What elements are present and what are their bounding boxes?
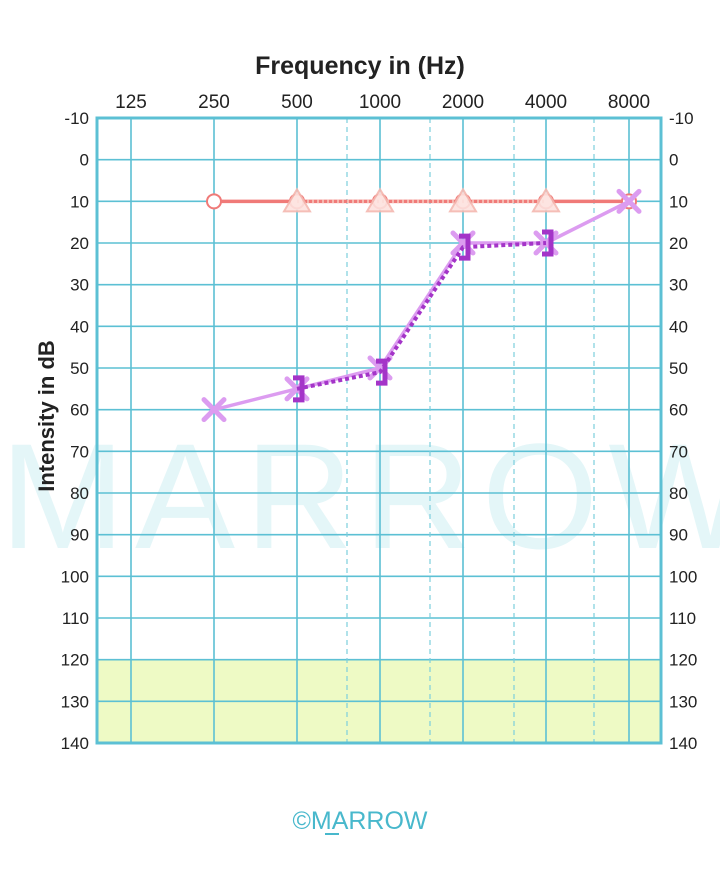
bracket-marker [542,229,554,257]
plot-border [95,116,663,745]
triangle-marker [531,187,561,213]
watermark: MARROW [0,412,720,580]
y-tick-label-right: 140 [669,734,697,753]
y-tick-label-right: 10 [669,192,688,211]
y-tick-label-right: -10 [669,109,694,128]
triangle-marker [448,187,478,213]
circle-marker [206,193,222,210]
y-axis-label: Intensity in dB [34,340,59,492]
y-tick-label-left: 110 [62,609,89,628]
y-tick-label-right: 130 [669,692,697,711]
bracket-marker [293,375,305,403]
y-tick-label-left: 80 [70,484,89,503]
triangle-marker [282,187,312,213]
y-tick-label-right: 30 [669,276,688,295]
x-axis-label: Frequency in (Hz) [255,52,465,80]
x-tick-label: 125 [115,92,147,113]
y-tick-label-right: 20 [669,234,688,253]
y-tick-label-left: 70 [70,442,89,461]
y-tick-label-left: 10 [70,192,89,211]
y-tick-label-right: 40 [669,317,688,336]
y-tick-label-right: 100 [669,567,697,586]
x-tick-label: 250 [198,92,230,113]
y-tick-label-right: 80 [669,484,688,503]
x-tick-label: 4000 [525,92,567,113]
x-tick-label: 2000 [442,92,484,113]
y-tick-label-left: 120 [61,651,89,670]
y-tick-label-right: 60 [669,401,688,420]
bracket-marker [459,233,471,261]
y-tick-label-right: 50 [669,359,688,378]
x-tick-label: 500 [281,92,313,113]
y-tick-label-left: 40 [70,317,89,336]
y-tick-label-left: 90 [70,526,89,545]
series-line-3 [213,199,630,412]
y-tick-label-left: 50 [70,359,89,378]
chart-grid [95,116,663,745]
y-tick-label-left: 60 [70,401,89,420]
y-tick-label-right: 0 [669,151,678,170]
y-tick-label-right: 70 [669,442,688,461]
y-tick-label-right: 90 [669,526,688,545]
y-tick-label-left: 140 [61,734,89,753]
y-tick-label-right: 110 [669,609,696,628]
y-tick-label-left: 20 [70,234,89,253]
x-marker [616,188,642,214]
copyright-underline [325,833,339,835]
x-marker [201,397,227,423]
y-tick-label-left: 130 [61,692,89,711]
y-tick-label-right: 120 [669,651,697,670]
y-tick-label-left: 100 [61,567,89,586]
y-tick-label-left: 0 [80,151,89,170]
x-tick-label: 1000 [359,92,401,113]
x-tick-label: 8000 [608,92,650,113]
series-line-4 [296,241,547,391]
y-tick-label-left: 30 [70,276,89,295]
copyright-text: ©MARROW [292,807,427,835]
bracket-marker [376,358,388,386]
y-tick-label-left: -10 [64,109,89,128]
triangle-marker [365,187,395,213]
